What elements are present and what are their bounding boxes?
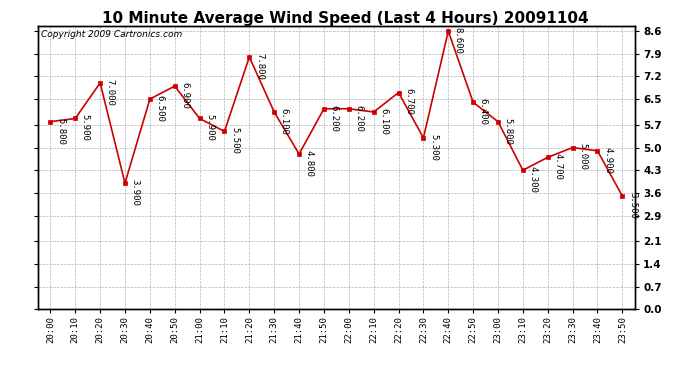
Text: 5.900: 5.900 (81, 114, 90, 141)
Text: 6.900: 6.900 (180, 82, 189, 109)
Text: 7.000: 7.000 (106, 79, 115, 106)
Text: 5.500: 5.500 (230, 127, 239, 154)
Text: 5.900: 5.900 (205, 114, 214, 141)
Text: 4.300: 4.300 (529, 166, 538, 193)
Text: 3.900: 3.900 (130, 179, 139, 206)
Text: 6.400: 6.400 (479, 98, 488, 125)
Text: 5.800: 5.800 (56, 117, 65, 144)
Text: Copyright 2009 Cartronics.com: Copyright 2009 Cartronics.com (41, 30, 182, 39)
Text: 3.500: 3.500 (628, 192, 637, 219)
Text: 6.500: 6.500 (155, 95, 164, 122)
Text: 5.000: 5.000 (578, 143, 587, 170)
Text: 8.600: 8.600 (454, 27, 463, 54)
Text: 4.800: 4.800 (304, 150, 314, 177)
Text: 5.300: 5.300 (429, 134, 438, 160)
Text: 6.100: 6.100 (279, 108, 288, 135)
Text: 6.200: 6.200 (355, 105, 364, 132)
Text: 5.800: 5.800 (504, 117, 513, 144)
Text: 6.200: 6.200 (330, 105, 339, 132)
Text: 4.900: 4.900 (603, 147, 612, 174)
Text: 7.800: 7.800 (255, 53, 264, 80)
Text: 10 Minute Average Wind Speed (Last 4 Hours) 20091104: 10 Minute Average Wind Speed (Last 4 Hou… (101, 11, 589, 26)
Text: 4.700: 4.700 (553, 153, 562, 180)
Text: 6.700: 6.700 (404, 88, 413, 115)
Text: 6.100: 6.100 (380, 108, 388, 135)
